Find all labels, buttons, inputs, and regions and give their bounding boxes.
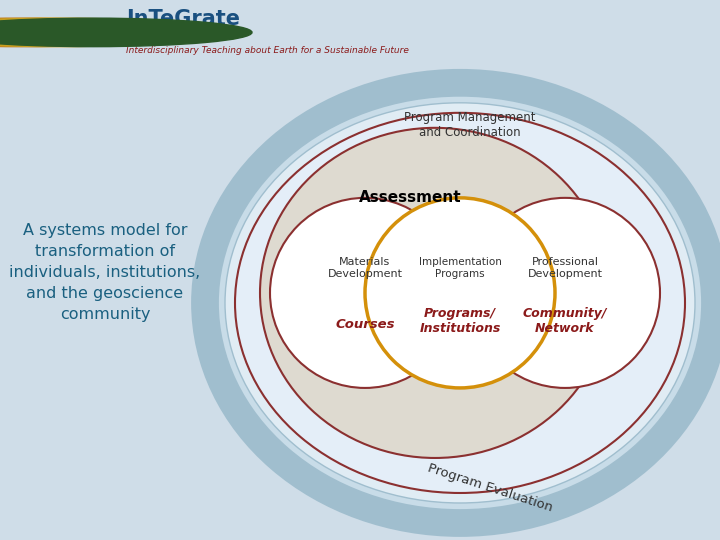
Ellipse shape xyxy=(260,128,610,458)
Circle shape xyxy=(0,18,252,46)
Text: InTeGrate: InTeGrate xyxy=(126,9,240,30)
Circle shape xyxy=(0,18,216,46)
Ellipse shape xyxy=(225,103,695,503)
Text: Community/
Network: Community/ Network xyxy=(523,307,607,335)
Text: Program Management
and Coordination: Program Management and Coordination xyxy=(404,111,536,139)
Circle shape xyxy=(365,198,555,388)
Text: Courses: Courses xyxy=(336,319,395,332)
Ellipse shape xyxy=(205,83,715,523)
Text: A systems model for
transformation of
individuals, institutions,
and the geoscie: A systems model for transformation of in… xyxy=(9,224,201,322)
Circle shape xyxy=(0,18,180,46)
Text: Implementation
Programs: Implementation Programs xyxy=(418,257,501,279)
Text: Assessment: Assessment xyxy=(359,191,462,205)
Text: Interdisciplinary Teaching about Earth for a Sustainable Future: Interdisciplinary Teaching about Earth f… xyxy=(126,46,409,55)
Text: Programs/
Institutions: Programs/ Institutions xyxy=(419,307,500,335)
Ellipse shape xyxy=(235,113,685,493)
Text: Professional
Development: Professional Development xyxy=(528,257,603,279)
Circle shape xyxy=(470,198,660,388)
Text: Program Evaluation: Program Evaluation xyxy=(426,462,554,514)
Circle shape xyxy=(270,198,460,388)
Text: Materials
Development: Materials Development xyxy=(328,257,402,279)
